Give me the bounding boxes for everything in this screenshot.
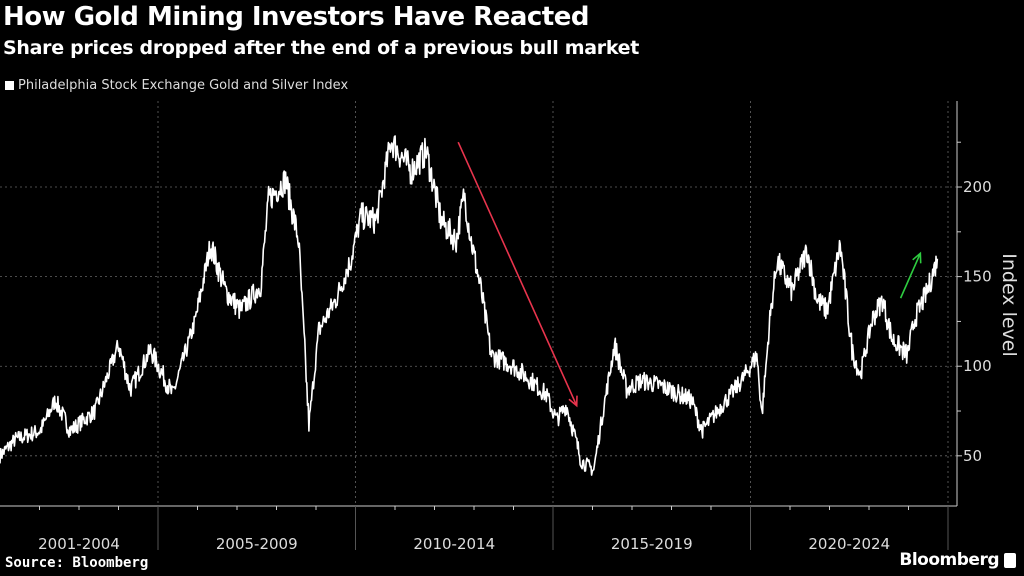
y-tick-label: 150 — [963, 268, 992, 286]
x-group-label: 2005-2009 — [216, 535, 298, 553]
chart-title: How Gold Mining Investors Have Reacted — [3, 2, 589, 32]
source-note: Source: Bloomberg — [5, 555, 149, 571]
arrow-head-icon — [912, 251, 922, 264]
series-line — [0, 135, 939, 476]
chart-subtitle: Share prices dropped after the end of a … — [3, 37, 640, 59]
y-axis-label: Index level — [998, 253, 1020, 357]
x-group-label: 2010-2014 — [413, 535, 495, 553]
legend-label: Philadelphia Stock Exchange Gold and Sil… — [18, 78, 349, 93]
brand-name: Bloomberg — [899, 550, 999, 570]
y-tick-label: 200 — [963, 178, 992, 196]
x-group-label: 2020-2024 — [808, 535, 890, 553]
x-group-label: 2015-2019 — [611, 535, 693, 553]
legend-swatch — [5, 81, 14, 90]
y-tick-label: 50 — [963, 447, 982, 465]
down-arrow-annotation — [457, 141, 578, 408]
arrow-head-icon — [568, 395, 578, 408]
y-tick-label: 100 — [963, 357, 992, 375]
brand-logo: Bloomberg — [899, 550, 1016, 570]
legend: Philadelphia Stock Exchange Gold and Sil… — [5, 78, 348, 93]
arrow-shaft — [899, 253, 922, 299]
x-group-label: 2001-2004 — [38, 535, 120, 553]
bloomberg-logo-icon — [1004, 552, 1016, 568]
up-arrow-annotation — [899, 251, 922, 299]
arrow-shaft — [457, 141, 578, 406]
